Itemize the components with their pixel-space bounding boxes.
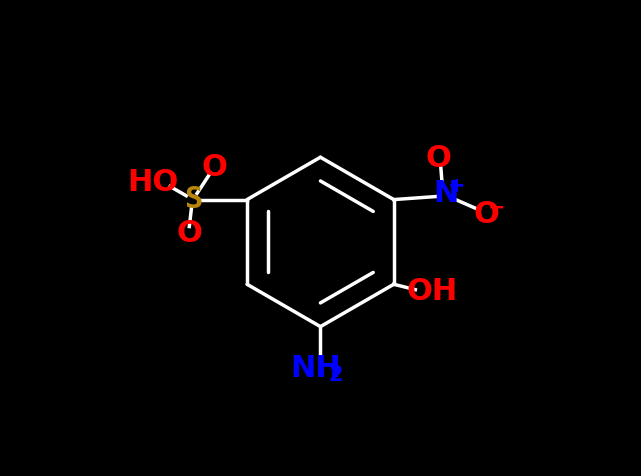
Text: +: + — [448, 177, 466, 197]
Text: S: S — [184, 185, 203, 214]
Text: 2: 2 — [329, 365, 343, 385]
Text: N: N — [433, 179, 459, 208]
Text: O: O — [176, 219, 203, 248]
Text: NH: NH — [290, 355, 341, 384]
Text: O: O — [473, 200, 499, 229]
Text: −: − — [487, 198, 505, 218]
Text: HO: HO — [128, 168, 179, 197]
Text: O: O — [202, 153, 228, 182]
Text: OH: OH — [406, 278, 458, 307]
Text: O: O — [426, 144, 451, 173]
